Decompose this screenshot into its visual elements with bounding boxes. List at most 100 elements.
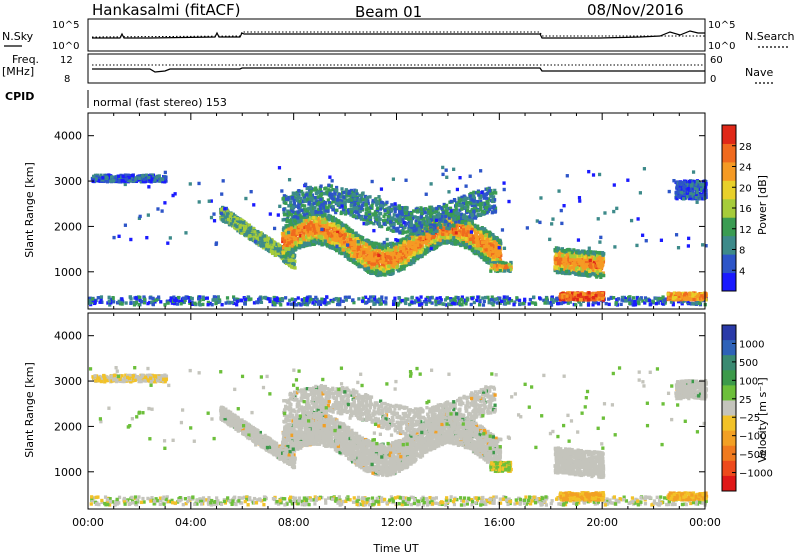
echo-cell — [422, 237, 425, 240]
echo-cell — [466, 201, 469, 204]
echo-cell — [368, 255, 371, 258]
echo-cell — [375, 242, 378, 245]
echo-cell — [487, 245, 490, 248]
echo-cell — [491, 211, 494, 214]
echo-cell — [331, 224, 334, 227]
echo-cell — [493, 191, 496, 194]
echo-cell — [435, 246, 438, 249]
echo-cell — [488, 208, 491, 211]
echo-cell — [364, 216, 367, 219]
echo-cell — [297, 189, 300, 192]
echo-cell — [476, 243, 479, 246]
echo-cell — [259, 243, 262, 246]
echo-cell — [421, 241, 424, 244]
echo-cell — [498, 249, 501, 252]
echo-cell — [409, 229, 412, 232]
echo-cell — [329, 246, 332, 249]
echo-cell — [390, 245, 393, 248]
echo-cell — [353, 193, 356, 196]
freq-trace — [92, 68, 705, 72]
echo-cell — [490, 247, 493, 250]
echo-cell — [292, 191, 295, 194]
echo-cell — [379, 212, 382, 215]
echo-cell — [298, 224, 301, 227]
echo-cell — [283, 259, 286, 262]
echo-cell — [324, 240, 327, 243]
echo-cell — [305, 193, 308, 196]
echo-cell — [248, 223, 251, 226]
echo-cell — [409, 262, 412, 265]
echo-cell — [483, 227, 486, 230]
echo-cell — [256, 236, 259, 239]
echo-cell — [430, 228, 433, 231]
echo-cell — [384, 209, 387, 212]
echo-cell — [486, 238, 489, 241]
echo-cell — [267, 245, 270, 248]
echo-cell — [420, 212, 423, 215]
echo-cell — [292, 199, 295, 202]
echo-cell — [347, 248, 350, 251]
echo-cell — [322, 204, 325, 207]
echo-cell — [301, 193, 304, 196]
echo-cell — [344, 205, 347, 208]
freq-tick-top: 12 — [60, 55, 73, 66]
echo-cell — [282, 226, 285, 229]
echo-cell — [368, 215, 371, 218]
echo-cell — [382, 268, 385, 271]
echo-cell — [454, 227, 457, 230]
echo-cell — [361, 198, 364, 201]
echo-cell — [309, 227, 312, 230]
echo-cell — [384, 213, 387, 216]
echo-cell — [377, 254, 380, 257]
echo-cell — [471, 249, 474, 252]
echo-cell — [394, 245, 397, 248]
echo-cell — [346, 238, 349, 241]
echo-cell — [425, 242, 428, 245]
echo-cell — [363, 267, 366, 270]
echo-cell — [423, 227, 426, 230]
echo-cell — [399, 241, 402, 244]
echo-cell — [281, 197, 284, 200]
echo-cell — [321, 243, 324, 246]
echo-cell — [365, 199, 368, 202]
echo-cell — [246, 230, 249, 233]
echo-cell — [461, 233, 464, 236]
echo-cell — [345, 225, 348, 228]
echo-cell — [335, 189, 338, 192]
echo-cell — [243, 233, 246, 236]
echo-cell — [261, 239, 264, 242]
echo-cell — [316, 228, 319, 231]
echo-cell — [392, 230, 395, 233]
echo-cell — [249, 226, 252, 229]
echo-cell — [412, 258, 415, 261]
echo-cell — [403, 265, 406, 268]
echo-cell — [298, 200, 301, 203]
echo-cell — [286, 224, 289, 227]
echo-cell — [381, 252, 384, 255]
echo-cell — [300, 209, 303, 212]
echo-cell — [396, 214, 399, 217]
echo-cell — [443, 223, 446, 226]
echo-cell — [362, 251, 365, 254]
echo-cell — [488, 234, 491, 237]
echo-cell — [475, 238, 478, 241]
echo-cell — [292, 205, 295, 208]
echo-cell — [416, 209, 419, 212]
echo-cell — [386, 228, 389, 231]
echo-cell — [235, 225, 238, 228]
echo-cell — [365, 208, 368, 211]
echo-cell — [278, 244, 281, 247]
nsearch-label: N.Search — [745, 30, 795, 43]
echo-cell — [475, 232, 478, 235]
echo-cell — [479, 247, 482, 250]
echo-cell — [344, 233, 347, 236]
echo-cell — [305, 242, 308, 245]
echo-cell — [387, 207, 390, 210]
echo-cell — [227, 218, 230, 221]
echo-cell — [284, 247, 287, 250]
echo-cell — [498, 241, 501, 244]
echo-cell — [462, 241, 465, 244]
echo-cell — [374, 272, 377, 275]
echo-cell — [371, 212, 374, 215]
echo-cell — [464, 237, 467, 240]
